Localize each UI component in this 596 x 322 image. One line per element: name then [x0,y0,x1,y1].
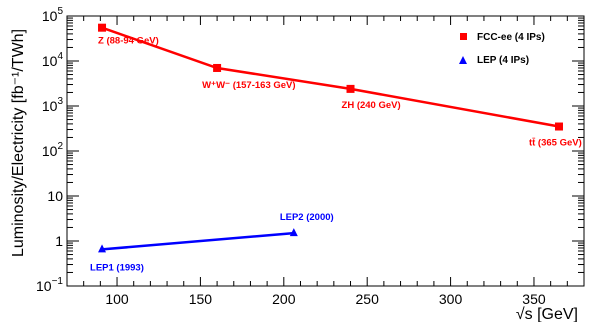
x-tick-label: 100 [105,291,129,307]
data-point [346,84,355,93]
y-tick-label: 10−1 [36,276,63,294]
series-line-0 [101,26,560,128]
point-label: LEP2 (2000) [280,212,334,223]
y-tick-label: 105 [42,6,64,24]
x-tick-label: 350 [522,291,546,307]
axes: 100 150 200 250 300 350 10−1 1 10 102 103 104 105 [36,6,585,307]
x-axis-title: √s [GeV] [516,306,578,322]
point-label: tt̄ (365 GeV) [529,138,582,149]
y-tick-label: 10 [47,188,63,204]
series-layer [98,23,563,253]
x-tick-label: 200 [272,291,296,307]
series-line-1 [101,231,294,251]
y-tick-label: 104 [42,51,64,69]
data-point [98,244,107,253]
data-point [98,23,107,32]
legend-marker-lep [459,56,467,64]
point-label: Z (88-94 GeV) [98,36,159,47]
legend-label-lep: LEP (4 IPs) [477,55,529,66]
y-axis-title: Luminosity/Electricity [fb⁻¹/TWh] [10,29,27,257]
data-point [213,63,222,72]
y-tick-label: 102 [42,141,64,159]
y-tick-label: 1 [55,233,63,249]
data-point [554,122,563,131]
y-tick-label: 103 [42,96,64,114]
x-tick-label: 250 [356,291,380,307]
point-label: W⁺W⁻ (157-163 GeV) [202,80,295,91]
legend-label-fcc-ee: FCC-ee (4 IPs) [477,32,545,43]
point-label: ZH (240 GeV) [342,100,401,111]
point-labels: Z (88-94 GeV) W⁺W⁻ (157-163 GeV) ZH (240 G… [90,36,582,274]
legend: FCC-ee (4 IPs) LEP (4 IPs) [459,32,545,66]
point-label: LEP1 (1993) [90,262,144,273]
x-tick-label: 300 [439,291,463,307]
data-point [289,228,298,237]
legend-marker-fcc-ee [460,33,467,40]
x-tick-label: 150 [189,291,213,307]
